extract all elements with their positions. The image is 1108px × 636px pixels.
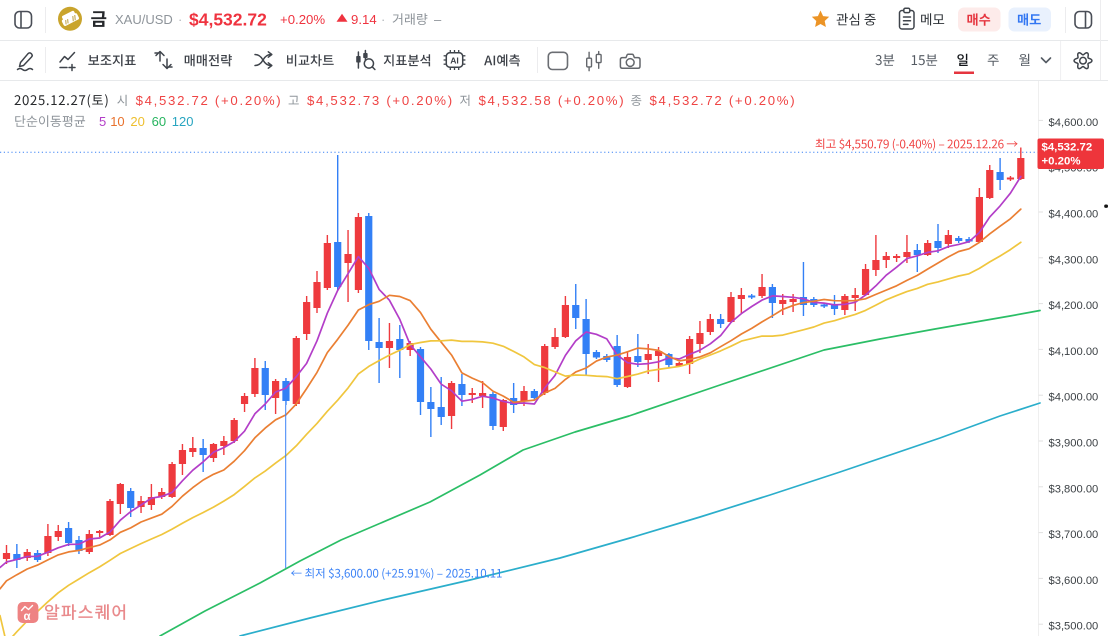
svg-text:AI: AI [450, 55, 459, 65]
svg-text:$4,600.00: $4,600.00 [1049, 117, 1099, 129]
svg-text:60: 60 [152, 114, 166, 129]
svg-text:–: – [434, 12, 442, 27]
svg-text:$3,500.00: $3,500.00 [1049, 621, 1099, 633]
svg-text:XAU/USD: XAU/USD [115, 12, 173, 27]
svg-text:120: 120 [172, 114, 194, 129]
svg-text:$4,532.73 (+0.20%): $4,532.73 (+0.20%) [307, 93, 454, 108]
svg-text:$4,532.72 (+0.20%): $4,532.72 (+0.20%) [650, 93, 797, 108]
svg-text:9.14: 9.14 [351, 12, 377, 27]
svg-text:$4,200.00: $4,200.00 [1049, 300, 1099, 312]
svg-text:α: α [24, 611, 31, 623]
svg-text:$4,400.00: $4,400.00 [1049, 209, 1099, 221]
svg-text:·: · [381, 12, 385, 27]
svg-text:$4,000.00: $4,000.00 [1049, 392, 1099, 404]
svg-text:$4,300.00: $4,300.00 [1049, 254, 1099, 266]
svg-text:20: 20 [130, 114, 144, 129]
svg-text:$4,100.00: $4,100.00 [1049, 346, 1099, 358]
svg-text:$4,532.72 (+0.20%): $4,532.72 (+0.20%) [136, 93, 283, 108]
svg-text:$4,532.72: $4,532.72 [1042, 142, 1093, 154]
svg-text:10: 10 [110, 114, 124, 129]
svg-text:$3,600.00: $3,600.00 [1049, 575, 1099, 587]
svg-text:$4,532.72: $4,532.72 [189, 10, 267, 30]
svg-text:5: 5 [99, 114, 106, 129]
svg-text:$3,800.00: $3,800.00 [1049, 483, 1099, 495]
svg-text:$3,900.00: $3,900.00 [1049, 438, 1099, 450]
svg-text:+0.20%: +0.20% [280, 12, 325, 27]
svg-text:$3,700.00: $3,700.00 [1049, 529, 1099, 541]
svg-text:+0.20%: +0.20% [1042, 156, 1081, 168]
svg-text:$4,532.58 (+0.20%): $4,532.58 (+0.20%) [479, 93, 626, 108]
svg-text:·: · [178, 12, 182, 27]
